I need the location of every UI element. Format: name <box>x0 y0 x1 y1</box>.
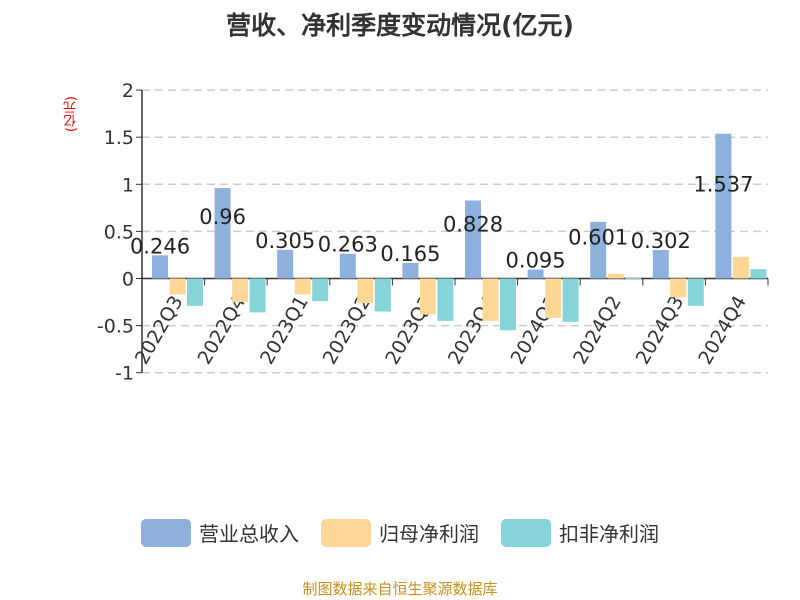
bar-0-2023Q3 <box>402 262 419 279</box>
bar-2-2022Q3 <box>187 278 203 306</box>
data-label: 0.828 <box>443 213 503 237</box>
data-label: 0.302 <box>631 229 691 253</box>
bar-1-2024Q4 <box>732 256 749 279</box>
bar-2-2024Q4 <box>750 269 767 279</box>
legend-item-1[interactable]: 归母净利润 <box>321 518 479 547</box>
bar-1-2022Q3 <box>169 278 186 295</box>
legend-item-2[interactable]: 扣非净利润 <box>501 518 659 547</box>
bar-1-2023Q1 <box>294 278 311 295</box>
bar-1-2024Q3 <box>670 278 687 298</box>
legend-swatch <box>141 518 191 547</box>
y-tick-label: -0.5 <box>97 316 134 338</box>
legend-label: 归母净利润 <box>379 522 479 546</box>
x-tick-label: 2024Q3 <box>632 292 689 368</box>
data-label: 0.165 <box>380 242 440 266</box>
y-tick-label: 0.5 <box>104 221 134 243</box>
bar-2-2024Q3 <box>687 278 704 306</box>
bar-2-2022Q4 <box>249 278 266 313</box>
bar-1-2024Q1 <box>545 278 562 319</box>
data-label: 1.537 <box>693 173 753 197</box>
y-tick-label: 1 <box>122 174 134 196</box>
legend: 营业总收入 归母净利润 扣非净利润 <box>0 518 800 547</box>
x-tick-label: 2023Q2 <box>319 292 376 368</box>
legend-swatch <box>321 518 371 547</box>
bar-0-2024Q4 <box>715 133 732 279</box>
bar-2-2023Q1 <box>312 278 329 302</box>
data-label: 0.246 <box>130 234 190 258</box>
bar-2-2024Q2 <box>625 278 642 280</box>
legend-swatch <box>501 518 551 547</box>
bar-0-2023Q4 <box>465 200 481 279</box>
bar-0-2022Q3 <box>152 255 168 279</box>
bar-2-2023Q2 <box>374 278 391 312</box>
bar-0-2022Q4 <box>214 188 231 279</box>
bar-0-2024Q3 <box>652 250 669 279</box>
bar-1-2024Q2 <box>607 273 624 279</box>
bar-2-2023Q4 <box>500 278 516 331</box>
bar-0-2023Q1 <box>277 249 294 279</box>
bar-2-2024Q1 <box>562 278 579 322</box>
legend-label: 营业总收入 <box>199 522 299 546</box>
bar-1-2023Q3 <box>419 278 436 315</box>
data-label: 0.263 <box>318 233 378 257</box>
y-tick-label: 1.5 <box>104 127 134 149</box>
bar-0-2024Q2 <box>590 221 607 279</box>
bar-1-2023Q2 <box>357 278 374 303</box>
y-tick-label: 0 <box>122 269 134 291</box>
y-tick-label: 2 <box>122 80 134 102</box>
bar-2-2023Q3 <box>437 278 454 321</box>
data-label: 0.305 <box>255 229 315 253</box>
x-tick-label: 2022Q3 <box>131 292 188 368</box>
bar-0-2024Q1 <box>527 269 544 279</box>
legend-item-0[interactable]: 营业总收入 <box>141 518 299 547</box>
data-label: 0.96 <box>199 205 246 229</box>
bar-1-2023Q4 <box>482 278 499 321</box>
y-tick-label: -1 <box>115 363 134 385</box>
source-note: 制图数据来自恒生聚源数据库 <box>302 580 498 598</box>
data-label: 0.601 <box>568 226 628 250</box>
legend-label: 扣非净利润 <box>559 522 659 546</box>
bar-0-2023Q2 <box>339 253 356 279</box>
data-label: 0.095 <box>506 249 566 273</box>
chart-title: 营收、净利季度变动情况(亿元) <box>226 11 574 40</box>
bar-1-2022Q4 <box>232 278 249 303</box>
